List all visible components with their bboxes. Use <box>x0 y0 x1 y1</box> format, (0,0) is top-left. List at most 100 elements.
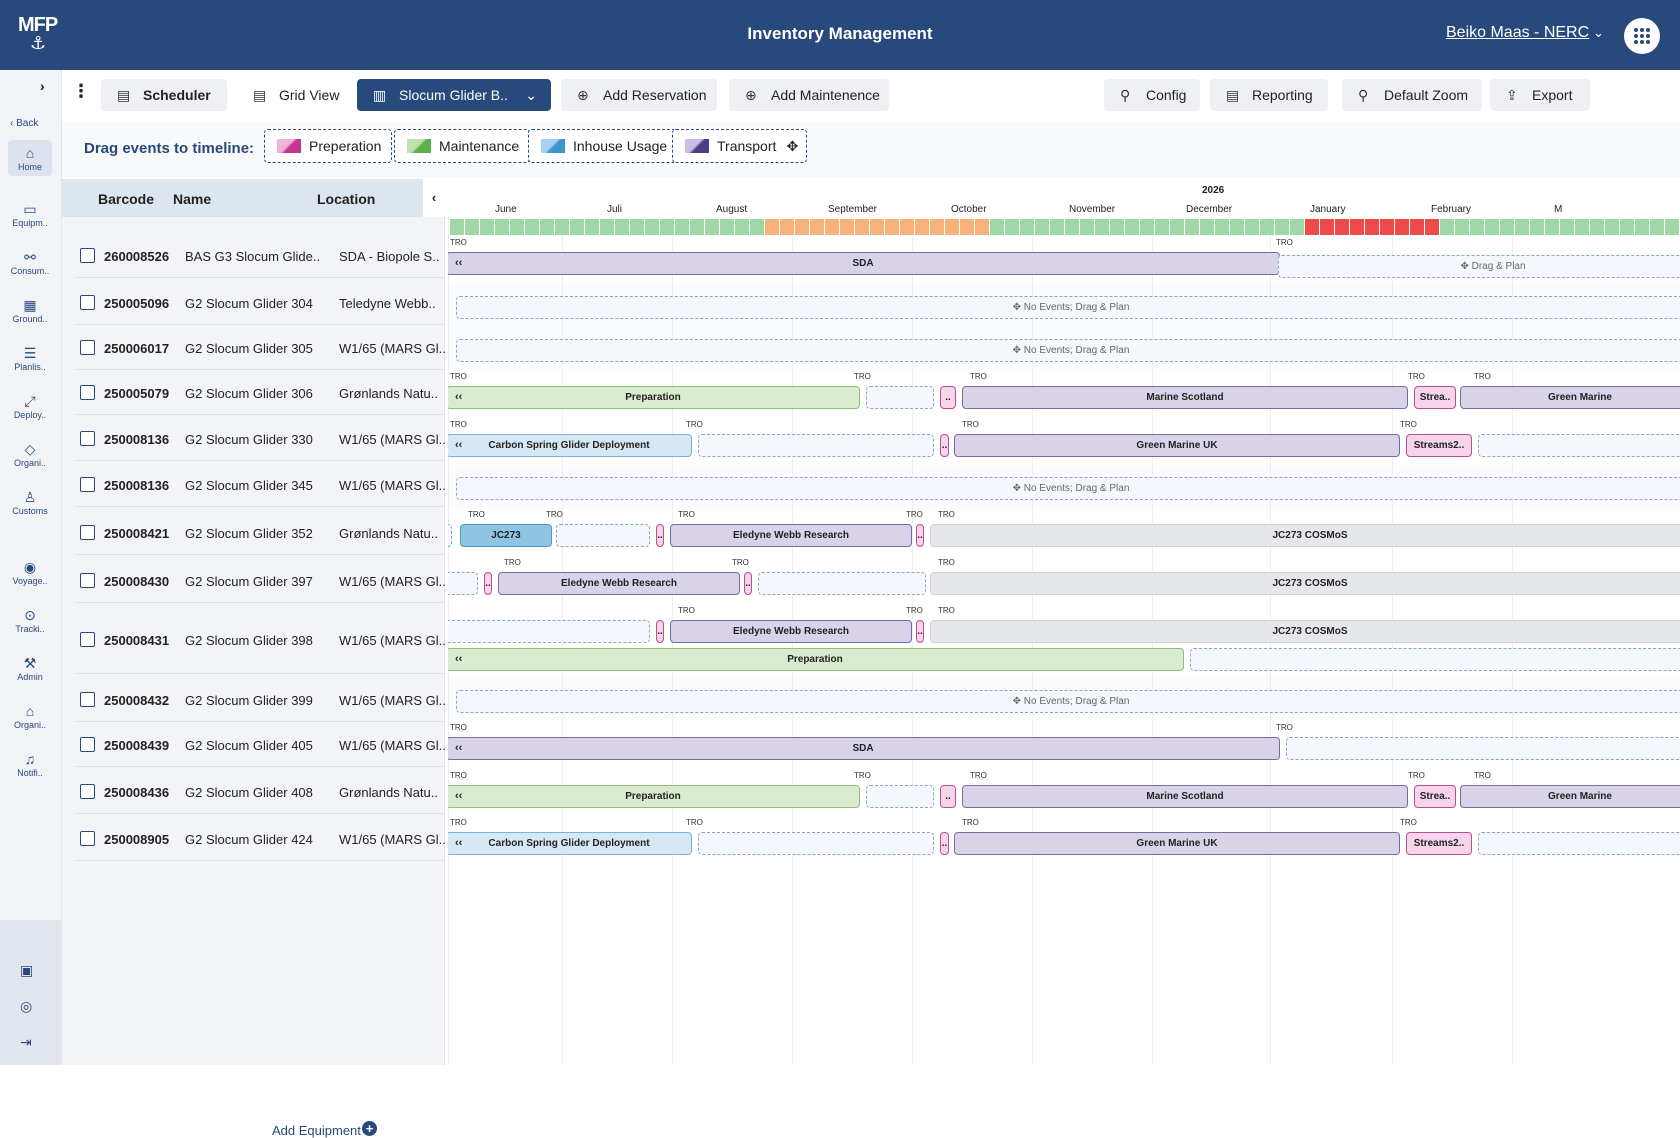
double-chevron-left-icon[interactable]: ‹‹ <box>455 439 463 451</box>
draggable-preparation-chip[interactable]: Preperation <box>264 129 393 163</box>
table-row[interactable]: 250008136 G2 Slocum Glider 330 W1/65 (MA… <box>74 415 446 461</box>
row-checkbox[interactable] <box>80 784 95 799</box>
empty-slot-drop-zone[interactable]: ✥ No Events; Drag & Plan <box>456 477 1680 500</box>
sidebar-item-tracking[interactable]: ⊙ Tracki.. <box>8 606 52 634</box>
table-row[interactable]: 250006017 G2 Slocum Glider 305 W1/65 (MA… <box>74 324 446 370</box>
reporting-button[interactable]: ▤ Reporting <box>1210 79 1328 111</box>
double-chevron-left-icon[interactable]: ‹‹ <box>455 742 463 754</box>
sidebar-item-customs[interactable]: ♙ Customs <box>8 488 52 516</box>
event-bar-carbon-spring[interactable]: ‹‹ Carbon Spring Glider Deployment <box>448 832 692 855</box>
event-bar-marine-scotland[interactable]: Marine Scotland <box>962 386 1408 409</box>
row-checkbox[interactable] <box>80 525 95 540</box>
table-row[interactable]: 250008421 G2 Slocum Glider 352 Grønlands… <box>74 509 445 555</box>
sidebar-item-equipment[interactable]: ▭ Equipm.. <box>8 200 52 228</box>
row-checkbox[interactable] <box>80 295 95 310</box>
row-checkbox[interactable] <box>80 248 95 263</box>
draggable-maintenance-chip[interactable]: Maintenance <box>394 129 531 163</box>
double-chevron-left-icon[interactable]: ‹‹ <box>455 790 463 802</box>
event-bar-strea[interactable]: Strea.. <box>1414 785 1456 808</box>
sidebar-item-admin[interactable]: ⚒ Admin <box>8 654 52 682</box>
event-bar-green-marine-uk[interactable]: Green Marine UK <box>954 832 1400 855</box>
draggable-transport-chip[interactable]: Transport ✥ <box>672 129 808 163</box>
event-bar-green-marine[interactable]: Green Marine <box>1460 785 1680 808</box>
event-bar-sda[interactable]: ‹‹ SDA <box>448 252 1280 275</box>
column-name[interactable]: Name <box>173 191 212 207</box>
sidebar-item-notifications[interactable]: ♫ Notifi.. <box>8 750 52 778</box>
table-row[interactable]: 260008526 BAS G3 Slocum Glide.. SDA - Bi… <box>74 232 445 278</box>
event-bar-green-marine-uk[interactable]: Green Marine UK <box>954 434 1400 457</box>
column-barcode[interactable]: Barcode <box>98 191 155 207</box>
sidebar-item-organisation[interactable]: ◇ Organi.. <box>8 440 52 468</box>
contact-card-icon[interactable]: ▣ <box>20 962 34 978</box>
scheduler-tab[interactable]: ▤ Scheduler <box>101 79 227 111</box>
event-bar-preparation[interactable]: ‹‹ Preparation <box>448 785 860 808</box>
event-bar-ellipsis[interactable]: .. <box>744 572 752 595</box>
plus-icon[interactable]: + <box>362 1121 377 1136</box>
empty-slot-drop-zone[interactable] <box>448 572 478 595</box>
row-checkbox[interactable] <box>80 573 95 588</box>
sidebar-expand-chevron-icon[interactable]: › <box>40 78 45 94</box>
empty-slot-drop-zone[interactable] <box>698 832 934 855</box>
event-bar-streams2[interactable]: Streams2.. <box>1406 832 1472 855</box>
column-location[interactable]: Location <box>317 191 376 207</box>
event-bar-sda[interactable]: ‹‹ SDA <box>448 737 1280 760</box>
empty-slot-drop-zone[interactable] <box>866 386 934 409</box>
event-bar-preparation[interactable]: ‹‹ Preparation <box>448 386 860 409</box>
mfp-logo[interactable]: MFP ⚓ <box>18 14 58 53</box>
table-row[interactable]: 250008136 G2 Slocum Glider 345 W1/65 (MA… <box>74 461 446 507</box>
empty-slot-drop-zone[interactable] <box>448 620 650 643</box>
event-bar-ellipsis[interactable]: .. <box>916 524 924 547</box>
table-row[interactable]: 250008439 G2 Slocum Glider 405 W1/65 (MA… <box>74 721 446 767</box>
add-equipment-link[interactable]: Add Equipment <box>272 1123 361 1138</box>
table-row[interactable]: 250008430 G2 Slocum Glider 397 W1/65 (MA… <box>74 557 446 603</box>
sidebar-item-home[interactable]: ⌂ Home <box>8 140 52 176</box>
collapse-panel-chevron-icon[interactable]: ‹ <box>423 179 445 217</box>
row-checkbox[interactable] <box>80 340 95 355</box>
empty-slot-drop-zone[interactable] <box>1478 832 1680 855</box>
add-reservation-button[interactable]: ⊕ Add Reservation <box>561 79 717 111</box>
empty-slot-drop-zone[interactable] <box>758 572 926 595</box>
sidebar-item-voyage[interactable]: ◉ Voyage.. <box>8 558 52 586</box>
empty-slot-drop-zone[interactable] <box>1190 648 1680 671</box>
double-chevron-left-icon[interactable]: ‹‹ <box>455 391 463 403</box>
event-bar-eledyne[interactable]: Eledyne Webb Research <box>498 572 740 595</box>
event-bar-ellipsis[interactable]: .. <box>940 386 956 409</box>
event-bar-jc273-cosmos[interactable]: JC273 COSMoS <box>930 620 1680 643</box>
empty-slot-drop-zone[interactable] <box>448 524 452 547</box>
event-bar-streams2[interactable]: Streams2.. <box>1406 434 1472 457</box>
sidebar-item-ground[interactable]: ▦ Ground.. <box>8 296 52 324</box>
export-button[interactable]: ⇪ Export <box>1490 79 1590 111</box>
language-globe-icon[interactable]: ◎ <box>20 998 33 1014</box>
event-bar-ellipsis[interactable]: .. <box>940 785 956 808</box>
apps-grid-button[interactable] <box>1624 18 1660 54</box>
double-chevron-left-icon[interactable]: ‹‹ <box>455 837 463 849</box>
event-bar-preparation[interactable]: ‹‹ Preparation <box>448 648 1184 671</box>
logout-icon[interactable]: ⇥ <box>20 1034 32 1050</box>
user-menu[interactable]: Beiko Maas - NERC <box>1446 24 1590 41</box>
back-link[interactable]: ‹ Back <box>10 118 39 129</box>
empty-slot-drop-zone[interactable]: ✥ Drag & Plan <box>1278 255 1680 278</box>
chevron-down-icon[interactable]: ⌄ <box>1593 25 1604 40</box>
empty-slot-drop-zone[interactable] <box>556 524 650 547</box>
table-row[interactable]: 250008432 G2 Slocum Glider 399 W1/65 (MA… <box>74 676 446 722</box>
event-bar-carbon-spring[interactable]: ‹‹ Carbon Spring Glider Deployment <box>448 434 692 457</box>
table-row[interactable]: 250008431 G2 Slocum Glider 398 W1/65 (MA… <box>74 604 446 674</box>
table-row[interactable]: 250005096 G2 Slocum Glider 304 Teledyne … <box>74 279 445 325</box>
event-bar-jc273-cosmos[interactable]: JC273 COSMoS <box>930 524 1680 547</box>
event-bar-ellipsis[interactable]: .. <box>940 434 949 457</box>
sidebar-item-planlist[interactable]: ☰ Planlis.. <box>8 344 52 372</box>
row-checkbox[interactable] <box>80 385 95 400</box>
event-bar-ellipsis[interactable]: .. <box>656 620 664 643</box>
event-bar-ellipsis[interactable]: .. <box>656 524 664 547</box>
table-row[interactable]: 250005079 G2 Slocum Glider 306 Grønlands… <box>74 369 445 415</box>
empty-slot-drop-zone[interactable] <box>866 785 934 808</box>
config-button[interactable]: ⚲ Config <box>1104 79 1200 111</box>
empty-slot-drop-zone[interactable] <box>698 434 934 457</box>
table-row[interactable]: 250008905 G2 Slocum Glider 424 W1/65 (MA… <box>74 815 446 861</box>
glider-type-select[interactable]: ▥ Slocum Glider B.. ⌄ <box>357 79 551 111</box>
sidebar-item-deploy[interactable]: ⤢ Deploy.. <box>8 392 52 420</box>
add-maintenance-button[interactable]: ⊕ Add Maintenence <box>729 79 889 111</box>
row-checkbox[interactable] <box>80 477 95 492</box>
event-bar-ellipsis[interactable]: .. <box>940 832 949 855</box>
empty-slot-drop-zone[interactable]: ✥ No Events; Drag & Plan <box>456 690 1680 713</box>
